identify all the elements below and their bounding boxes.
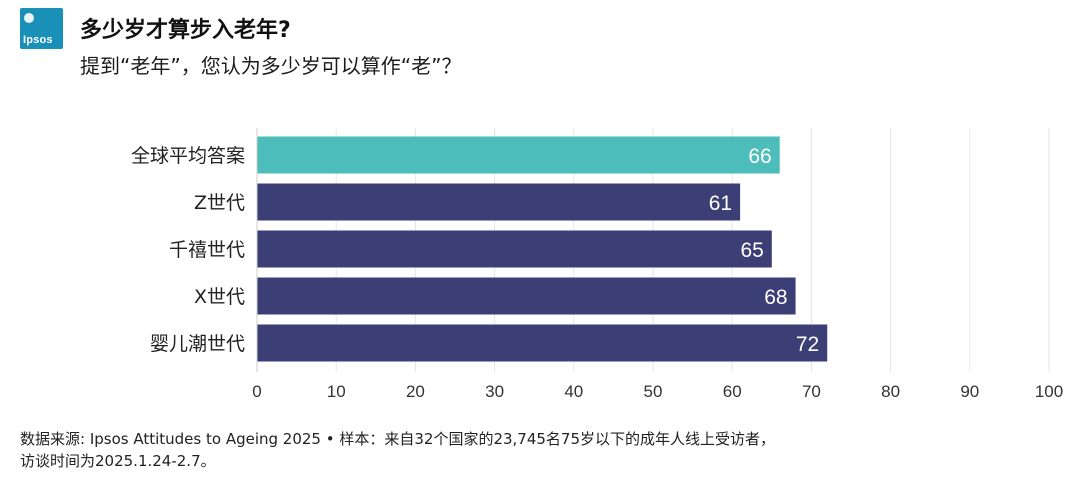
value-label-2: 65 xyxy=(740,239,763,262)
value-label-0: 66 xyxy=(748,145,771,168)
x-tick-label-70: 70 xyxy=(802,382,821,401)
logo-mark-icon xyxy=(24,13,34,23)
source-line-1: 数据来源: Ipsos Attitudes to Ageing 2025 • 样… xyxy=(20,430,776,448)
x-tick-label-0: 0 xyxy=(252,382,261,401)
x-tick-label-20: 20 xyxy=(406,382,425,401)
bar-0 xyxy=(257,136,780,174)
category-label-3: X世代 xyxy=(194,286,245,308)
bar-4 xyxy=(257,324,828,362)
bar-1 xyxy=(257,183,741,221)
x-tick-label-80: 80 xyxy=(881,382,900,401)
category-label-0: 全球平均答案 xyxy=(131,145,245,167)
bar-3 xyxy=(257,277,796,315)
x-tick-label-100: 100 xyxy=(1035,382,1063,401)
page-title: 多少岁才算步入老年? xyxy=(80,18,291,43)
category-label-4: 婴儿潮世代 xyxy=(150,333,245,355)
source-line-2: 访谈时间为2025.1.24-2.7。 xyxy=(20,452,216,470)
x-tick-label-40: 40 xyxy=(564,382,583,401)
x-tick-label-30: 30 xyxy=(485,382,504,401)
value-label-4: 72 xyxy=(796,333,819,356)
x-tick-label-10: 10 xyxy=(327,382,346,401)
source-note: 数据来源: Ipsos Attitudes to Ageing 2025 • 样… xyxy=(20,428,1060,472)
x-tick-label-90: 90 xyxy=(960,382,979,401)
x-tick-label-50: 50 xyxy=(644,382,663,401)
value-label-1: 61 xyxy=(709,192,732,215)
bar-2 xyxy=(257,230,772,268)
bar-chart: 0 10 20 30 40 50 60 70 80 90 100 全球平均答案 66 Z世代 61 千禧世代 6… xyxy=(131,128,1063,401)
category-label-1: Z世代 xyxy=(194,192,245,214)
ipsos-logo: Ipsos xyxy=(20,8,63,49)
category-label-2: 千禧世代 xyxy=(169,239,245,261)
value-label-3: 68 xyxy=(764,286,787,309)
page-subtitle: 提到“老年”，您认为多少岁可以算作“老”？ xyxy=(80,54,462,78)
logo-text: Ipsos xyxy=(23,34,53,46)
x-tick-label-60: 60 xyxy=(723,382,742,401)
